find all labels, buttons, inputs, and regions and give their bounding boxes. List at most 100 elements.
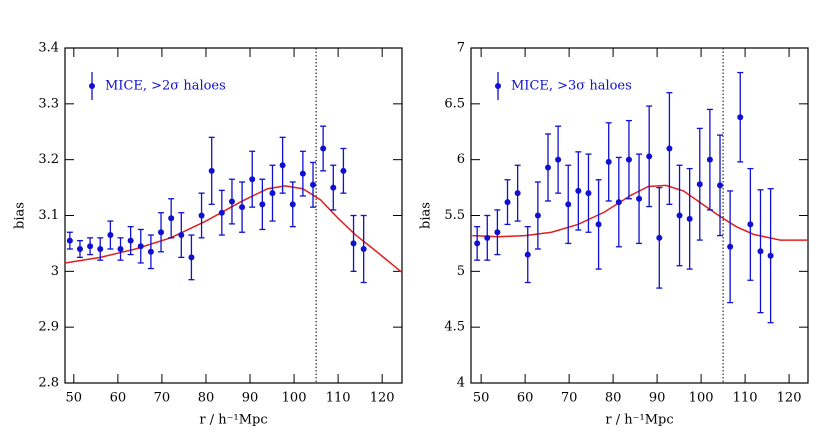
data-point xyxy=(666,145,673,152)
data-point xyxy=(239,204,246,211)
data-point xyxy=(544,164,551,171)
data-point xyxy=(147,248,154,255)
data-point xyxy=(717,182,724,189)
data-point xyxy=(158,229,165,236)
legend-label: MICE, >2σ haloes xyxy=(105,79,226,94)
data-point xyxy=(279,162,286,169)
data-point xyxy=(228,198,235,205)
data-point xyxy=(575,187,582,194)
y-tick-label: 3.2 xyxy=(38,152,59,167)
y-tick-label: 3.3 xyxy=(38,96,59,111)
data-point xyxy=(706,156,713,163)
data-point xyxy=(737,114,744,121)
y-tick-label: 2.9 xyxy=(38,320,59,335)
x-axis-label: r / h⁻¹Mpc xyxy=(605,413,673,428)
data-point xyxy=(178,232,185,239)
data-point xyxy=(615,199,622,206)
data-point xyxy=(524,251,531,258)
y-tick-label: 5 xyxy=(457,264,465,279)
data-point xyxy=(474,240,481,247)
model-curve xyxy=(472,184,808,241)
data-point xyxy=(565,201,572,208)
data-point xyxy=(208,167,215,174)
data-point xyxy=(259,201,266,208)
y-tick-label: 2.8 xyxy=(38,376,59,391)
data-point xyxy=(198,212,205,219)
y-tick-label: 5.5 xyxy=(444,208,465,223)
data-point xyxy=(289,201,296,208)
x-tick-label: 80 xyxy=(198,391,215,406)
y-tick-label: 6 xyxy=(457,152,465,167)
data-point xyxy=(585,190,592,197)
data-point xyxy=(269,190,276,197)
data-point xyxy=(340,167,347,174)
model-curve xyxy=(64,185,403,274)
x-tick-label: 110 xyxy=(733,391,758,406)
x-tick-label: 120 xyxy=(777,391,802,406)
x-tick-label: 100 xyxy=(282,391,307,406)
y-axis-label: bias xyxy=(13,202,28,229)
data-point xyxy=(646,153,653,160)
y-tick-label: 6.5 xyxy=(444,96,465,111)
data-point xyxy=(747,221,754,228)
data-point xyxy=(636,195,643,202)
legend-label: MICE, >3σ haloes xyxy=(511,79,632,94)
x-tick-label: 60 xyxy=(517,391,534,406)
data-point xyxy=(656,234,663,241)
x-tick-label: 50 xyxy=(66,391,83,406)
data-point xyxy=(534,212,541,219)
y-tick-label: 3.4 xyxy=(38,41,59,56)
data-point xyxy=(117,246,124,252)
data-point xyxy=(625,156,632,163)
data-point xyxy=(97,246,104,252)
y-tick-label: 7 xyxy=(457,41,465,56)
data-point xyxy=(320,145,327,152)
data-point xyxy=(310,181,317,188)
data-point xyxy=(605,158,612,165)
y-tick-label: 4.5 xyxy=(444,320,465,335)
legend-marker xyxy=(89,83,95,89)
data-point xyxy=(218,209,225,216)
x-tick-label: 100 xyxy=(689,391,714,406)
data-point xyxy=(595,221,602,228)
y-tick-label: 3.1 xyxy=(38,208,59,223)
x-tick-label: 70 xyxy=(154,391,171,406)
data-point xyxy=(188,254,195,261)
data-point xyxy=(555,156,562,163)
data-point xyxy=(66,237,73,244)
y-tick-label: 4 xyxy=(457,376,465,391)
y-tick-label: 3 xyxy=(51,264,59,279)
x-tick-label: 120 xyxy=(370,391,395,406)
legend-marker xyxy=(495,83,501,89)
data-point xyxy=(76,246,83,252)
data-point xyxy=(350,240,357,247)
data-point xyxy=(696,181,703,188)
data-point xyxy=(87,243,94,250)
data-point xyxy=(299,170,306,177)
data-point xyxy=(676,212,683,219)
x-tick-label: 70 xyxy=(561,391,578,406)
x-tick-label: 80 xyxy=(605,391,622,406)
x-tick-label: 60 xyxy=(110,391,127,406)
y-axis-label: bias xyxy=(419,202,434,229)
x-axis-label: r / h⁻¹Mpc xyxy=(199,413,267,428)
data-point xyxy=(727,243,734,250)
x-tick-label: 110 xyxy=(326,391,351,406)
data-point xyxy=(504,199,511,206)
data-point xyxy=(484,234,491,241)
data-point xyxy=(107,232,114,239)
data-point xyxy=(330,184,337,191)
data-point xyxy=(767,252,774,259)
data-point xyxy=(514,190,521,197)
x-tick-label: 90 xyxy=(242,391,259,406)
data-point xyxy=(127,237,134,244)
data-point xyxy=(168,215,175,222)
data-point xyxy=(249,176,256,183)
x-tick-label: 50 xyxy=(473,391,490,406)
data-point xyxy=(360,246,367,252)
data-point xyxy=(686,215,693,222)
data-point xyxy=(494,229,501,236)
data-point xyxy=(757,248,764,255)
data-point xyxy=(137,243,144,250)
